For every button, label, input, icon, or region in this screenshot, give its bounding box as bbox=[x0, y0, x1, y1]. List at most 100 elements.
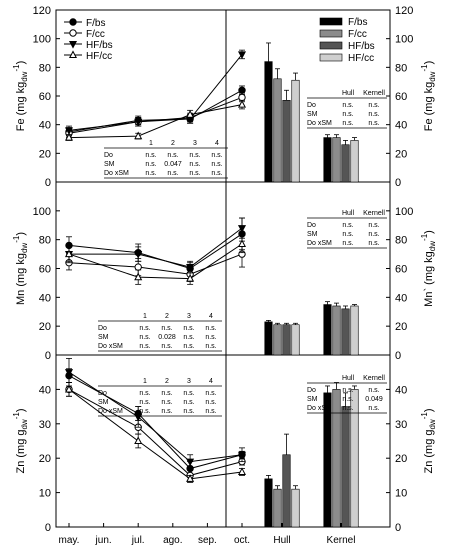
y-tick-label-left: 40 bbox=[39, 120, 51, 132]
bar-hull bbox=[264, 478, 273, 528]
y-tick-label-left: 0 bbox=[45, 350, 51, 362]
legend-marker bbox=[68, 40, 78, 49]
ylabel-part: Mn` (mg kg bbox=[423, 251, 435, 307]
ylabel-part: Zn (mg g bbox=[15, 430, 27, 474]
table-row-label: Do xSM bbox=[104, 170, 129, 177]
table-cell: n.s. bbox=[205, 399, 216, 406]
table-cell: n.s. bbox=[342, 120, 353, 127]
legend-label: F/cc bbox=[348, 29, 367, 40]
legend-swatch bbox=[319, 29, 343, 38]
ylabel-part: -1 bbox=[12, 235, 21, 243]
x-tick-label: jun. bbox=[95, 535, 112, 546]
y-tick-label-left: 20 bbox=[39, 148, 51, 160]
series-line bbox=[68, 96, 243, 134]
table-header: 1 bbox=[143, 378, 147, 385]
series-hf-bs bbox=[64, 358, 247, 469]
bar-kernel bbox=[341, 308, 350, 356]
table-cell: n.s. bbox=[139, 334, 150, 341]
data-point bbox=[237, 467, 247, 476]
series-line bbox=[68, 253, 243, 275]
series-hf-bs bbox=[64, 49, 247, 136]
legend-swatch bbox=[319, 41, 343, 50]
table-row-label: Do xSM bbox=[307, 405, 332, 412]
y-axis-label-right: Mn` (mg kgdw-1) bbox=[420, 230, 437, 307]
ylabel-part: -1 bbox=[420, 233, 429, 241]
table-row-label: Do bbox=[307, 102, 316, 109]
y-tick-label-right: 120 bbox=[395, 5, 413, 17]
table-header: Kernell bbox=[363, 375, 385, 382]
table-cell: n.s. bbox=[145, 152, 156, 159]
bar-kernel bbox=[323, 304, 332, 356]
bar-kernel bbox=[332, 305, 341, 356]
table-cell: n.s. bbox=[211, 152, 222, 159]
bar-kernel bbox=[323, 137, 332, 183]
bar-hull bbox=[282, 100, 291, 183]
y-tick-label-left: 40 bbox=[39, 292, 51, 304]
table-cell: n.s. bbox=[211, 161, 222, 168]
y-axis-label-right: Zn (mg gdw-1) bbox=[420, 408, 437, 473]
data-point bbox=[186, 458, 195, 467]
table-header: Hull bbox=[342, 210, 355, 217]
legend-label: HF/bs bbox=[348, 41, 375, 52]
series-line bbox=[68, 104, 243, 139]
table-row-label: Do xSM bbox=[307, 240, 332, 247]
table-cell: n.s. bbox=[205, 325, 216, 332]
y-tick-label-left: 20 bbox=[39, 321, 51, 333]
y-tick-label-left: 30 bbox=[39, 419, 51, 431]
data-point bbox=[186, 110, 195, 118]
series-hf-bs bbox=[64, 217, 247, 274]
table-header: Kernell bbox=[363, 90, 385, 97]
left-significance-table-2: 1 2 3 4 Do n.s. n.s. n.s. n.s. SM n.s. n.s. n.s. n.s.… bbox=[98, 378, 222, 417]
y-tick-label-right: 20 bbox=[395, 321, 407, 333]
table-cell: n.s. bbox=[205, 334, 216, 341]
bar-kernel bbox=[350, 305, 359, 356]
data-point bbox=[134, 131, 143, 140]
data-point bbox=[134, 251, 143, 259]
bar-hull bbox=[273, 488, 282, 528]
table-cell: n.s. bbox=[139, 390, 150, 397]
table-header: 3 bbox=[187, 313, 191, 320]
table-cell: n.s. bbox=[189, 152, 200, 159]
y-tick-label-right: 100 bbox=[395, 34, 413, 46]
series-line bbox=[68, 388, 243, 476]
table-cell: n.s. bbox=[368, 240, 379, 247]
series-line bbox=[68, 243, 243, 280]
table-header: 3 bbox=[187, 378, 191, 385]
table-header: 3 bbox=[193, 140, 197, 147]
table-row-label: SM bbox=[98, 334, 109, 341]
bar-kernel bbox=[341, 406, 350, 528]
y-axis-label-left: Zn (mg gdw-1) bbox=[12, 408, 29, 473]
data-point bbox=[64, 384, 74, 393]
table-cell: n.s. bbox=[342, 387, 353, 394]
data-point bbox=[134, 118, 143, 127]
table-cell: n.s. bbox=[368, 120, 379, 127]
table-row-label: SM bbox=[104, 161, 115, 168]
right-significance-table-0: Hull Kernell Do n.s. n.s. SM n.s. n.s. Do xSM n.s… bbox=[307, 90, 387, 129]
table-cell: n.s. bbox=[167, 152, 178, 159]
y-tick-label-left: 20 bbox=[39, 453, 51, 465]
table-cell: n.s. bbox=[342, 240, 353, 247]
table-cell: n.s. bbox=[211, 170, 222, 177]
bar-kernel bbox=[341, 144, 350, 183]
table-row-label: SM bbox=[307, 231, 318, 238]
y-tick-label-right: 20 bbox=[395, 148, 407, 160]
ylabel-part: dw bbox=[428, 241, 437, 251]
ylabel-part: dw bbox=[20, 419, 29, 429]
table-row-label: Do bbox=[307, 222, 316, 229]
bar-hull bbox=[282, 454, 291, 528]
series-f-cc bbox=[65, 240, 246, 282]
x-tick-label: Kernel bbox=[327, 535, 356, 546]
x-tick-label: oct. bbox=[234, 535, 250, 546]
table-cell: n.s. bbox=[145, 161, 156, 168]
y-tick-label-left: 40 bbox=[39, 384, 51, 396]
table-cell: n.s. bbox=[342, 222, 353, 229]
legend-marker bbox=[68, 50, 78, 59]
data-point bbox=[238, 93, 246, 102]
y-tick-label-left: 0 bbox=[45, 522, 51, 534]
table-header: Hull bbox=[342, 90, 355, 97]
x-tick-label: sep. bbox=[198, 535, 217, 546]
y-tick-label-right: 20 bbox=[395, 453, 407, 465]
y-tick-label-left: 60 bbox=[39, 91, 51, 103]
